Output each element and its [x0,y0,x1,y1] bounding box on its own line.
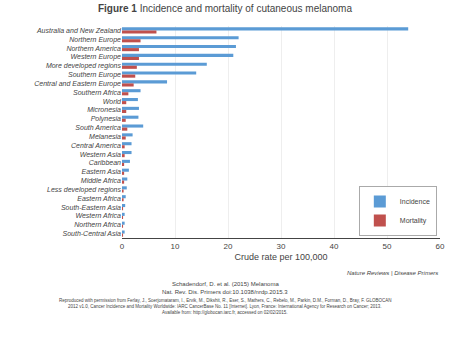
svg-text:Polynesia: Polynesia [91,115,121,123]
svg-text:40: 40 [330,242,339,251]
svg-text:Northern Europe: Northern Europe [69,36,121,44]
svg-text:2012 v1.0, Cancer Incidence an: 2012 v1.0, Cancer Incidence and Mortalit… [68,304,382,309]
svg-text:Central America: Central America [71,142,121,149]
svg-text:Mortality: Mortality [400,217,427,225]
svg-text:Central and Eastern Europe: Central and Eastern Europe [34,80,121,88]
svg-text:Eastern Asia: Eastern Asia [82,168,122,175]
svg-text:Less developed regions: Less developed regions [47,186,121,194]
svg-text:Nat. Rev. Dis. Primers doi:10.: Nat. Rev. Dis. Primers doi:10.1038/nrdp.… [162,289,288,295]
svg-text:50: 50 [383,242,392,251]
svg-text:World: World [103,98,122,105]
svg-text:Micronesia: Micronesia [87,106,121,113]
svg-text:South-Eastern Asia: South-Eastern Asia [61,204,121,211]
svg-text:Western Asia: Western Asia [80,151,121,158]
svg-text:Crude rate per 100,000: Crude rate per 100,000 [234,252,327,262]
svg-text:Australia and New Zealand: Australia and New Zealand [36,27,122,34]
svg-text:30: 30 [277,242,286,251]
svg-text:Melanesia: Melanesia [89,133,121,140]
svg-text:Available from: http://globoca: Available from: http://globocan.iarc.fr,… [162,310,288,315]
svg-text:10: 10 [171,242,180,251]
svg-text:More developed regions: More developed regions [46,62,122,70]
svg-text:60: 60 [436,242,445,251]
svg-text:Figure 1 Incidence and mortali: Figure 1 Incidence and mortality of cuta… [98,3,352,14]
svg-text:Schadendorf, D. et al. (2015): Schadendorf, D. et al. (2015) Melanoma [172,281,279,287]
svg-text:Nature Reviews | Disease Prime: Nature Reviews | Disease Primers [347,270,438,276]
svg-text:0: 0 [120,242,125,251]
svg-text:Eastern Africa: Eastern Africa [77,195,121,202]
svg-text:Southern Europe: Southern Europe [68,71,121,79]
svg-text:Middle Africa: Middle Africa [81,177,121,184]
svg-text:Northern America: Northern America [66,45,121,52]
svg-text:Incidence: Incidence [400,198,430,205]
svg-text:Northern Africa: Northern Africa [74,221,121,228]
svg-text:Western Europe: Western Europe [71,53,122,61]
svg-text:20: 20 [224,242,233,251]
svg-text:South-Central Asia: South-Central Asia [63,230,122,237]
svg-text:South America: South America [75,124,121,131]
svg-text:Southern Africa: Southern Africa [73,89,121,96]
svg-text:Caribbean: Caribbean [89,159,121,166]
svg-text:Reproduced with permission fro: Reproduced with permission from Ferlay, … [59,298,391,303]
svg-text:Western Africa: Western Africa [75,212,121,219]
